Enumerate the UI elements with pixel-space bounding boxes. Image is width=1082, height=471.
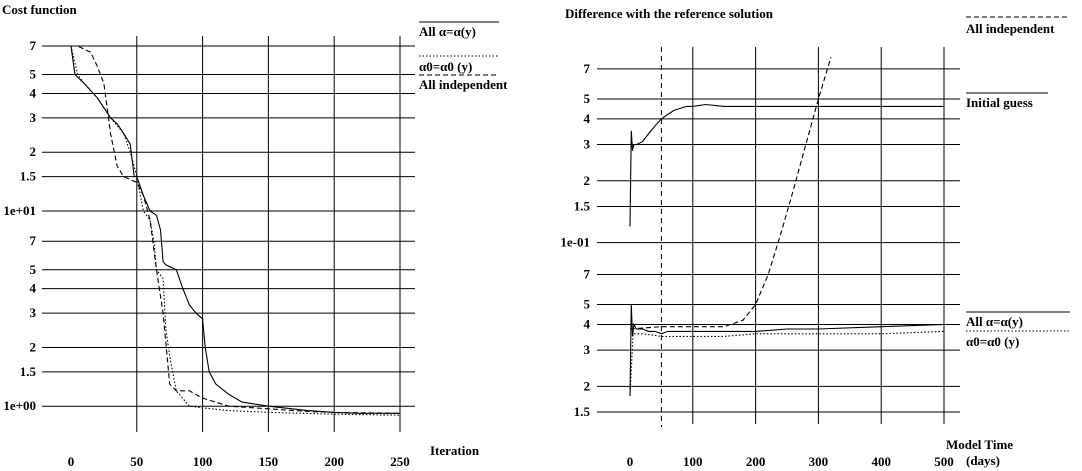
x-tick-label: 400 (871, 454, 891, 469)
x-tick-label: 200 (324, 454, 344, 469)
x-tick-label: 150 (259, 454, 279, 469)
left-chart-title: Cost function (2, 2, 78, 17)
y-tick-label: 3 (584, 342, 591, 357)
series-line (629, 103, 944, 227)
series-line (70, 45, 400, 414)
legend-label: All α=α(y) (966, 314, 1023, 329)
y-tick-label: 3 (584, 137, 591, 152)
x-tick-label: 0 (627, 454, 634, 469)
x-tick-label: 300 (809, 454, 829, 469)
y-tick-label: 4 (30, 85, 37, 100)
y-tick-label: 1e-01 (560, 235, 590, 250)
y-tick-label: 4 (584, 111, 591, 126)
right-legend: Initial guess All α=α(y) α0=α0 (y) All inde… (966, 16, 1070, 349)
x-tick-label: 0 (68, 454, 75, 469)
legend-label: All α=α(y) (419, 24, 476, 39)
x-tick-label: 500 (934, 454, 954, 469)
right-grid (597, 47, 960, 427)
left-grid (42, 36, 415, 432)
y-tick-label: 3 (30, 110, 37, 125)
difference-chart: Difference with the reference solution M… (560, 6, 1070, 469)
y-tick-label: 1.5 (20, 169, 37, 184)
left-x-axis-label: Iteration (430, 443, 480, 458)
y-tick-label: 5 (584, 297, 591, 312)
y-tick-label: 5 (584, 91, 591, 106)
y-tick-label: 7 (584, 61, 591, 76)
y-tick-label: 7 (30, 233, 37, 248)
y-tick-label: 5 (30, 67, 37, 82)
x-tick-label: 100 (193, 454, 213, 469)
x-tick-label: 250 (390, 454, 410, 469)
series-line (70, 45, 401, 416)
y-tick-label: 3 (30, 305, 37, 320)
legend-label: α0=α0 (y) (419, 59, 472, 74)
legend-label: Initial guess (966, 95, 1033, 110)
right-tick-labels: 7 5 4 3 2 1.5 1e-01 7 5 4 3 2 1.5 0 100 200 300 400 500 (560, 61, 953, 469)
series-line (629, 56, 832, 330)
y-tick-label: 1.5 (574, 198, 591, 213)
x-tick-label: 100 (683, 454, 703, 469)
y-tick-label: 7 (584, 266, 591, 281)
cost-function-chart: Cost function Iteration 7 5 4 3 2 1.5 1e+01 7 5 4… (2, 2, 508, 469)
y-tick-label: 1e+01 (3, 203, 36, 218)
y-tick-label: 1.5 (20, 364, 37, 379)
y-tick-label: 2 (30, 339, 37, 354)
y-tick-label: 1e+00 (3, 398, 36, 413)
x-tick-label: 200 (746, 454, 766, 469)
x-tick-label: 50 (130, 454, 143, 469)
left-tick-labels: 7 5 4 3 2 1.5 1e+01 7 5 4 3 2 1.5 1e+00 0 50 100 150 200 25… (3, 38, 409, 469)
left-series-lines (70, 45, 401, 416)
y-tick-label: 2 (30, 144, 37, 159)
series-line (71, 45, 401, 414)
right-x-axis-unit: (days) (966, 453, 1000, 468)
y-tick-label: 5 (30, 262, 37, 277)
legend-label: α0=α0 (y) (966, 334, 1019, 349)
right-x-axis-label: Model Time (946, 437, 1013, 452)
y-tick-label: 4 (584, 316, 591, 331)
y-tick-label: 2 (584, 378, 591, 393)
y-tick-label: 7 (30, 38, 37, 53)
y-tick-label: 2 (584, 173, 591, 188)
series-line (629, 304, 945, 396)
right-series-lines (629, 56, 945, 396)
right-chart-title: Difference with the reference solution (565, 6, 774, 21)
left-legend: All α=α(y) α0=α0 (y) All independent (419, 21, 508, 92)
y-tick-label: 1.5 (574, 404, 591, 419)
legend-label: All independent (966, 21, 1055, 36)
legend-label: All independent (419, 77, 508, 92)
y-tick-label: 4 (30, 281, 37, 296)
